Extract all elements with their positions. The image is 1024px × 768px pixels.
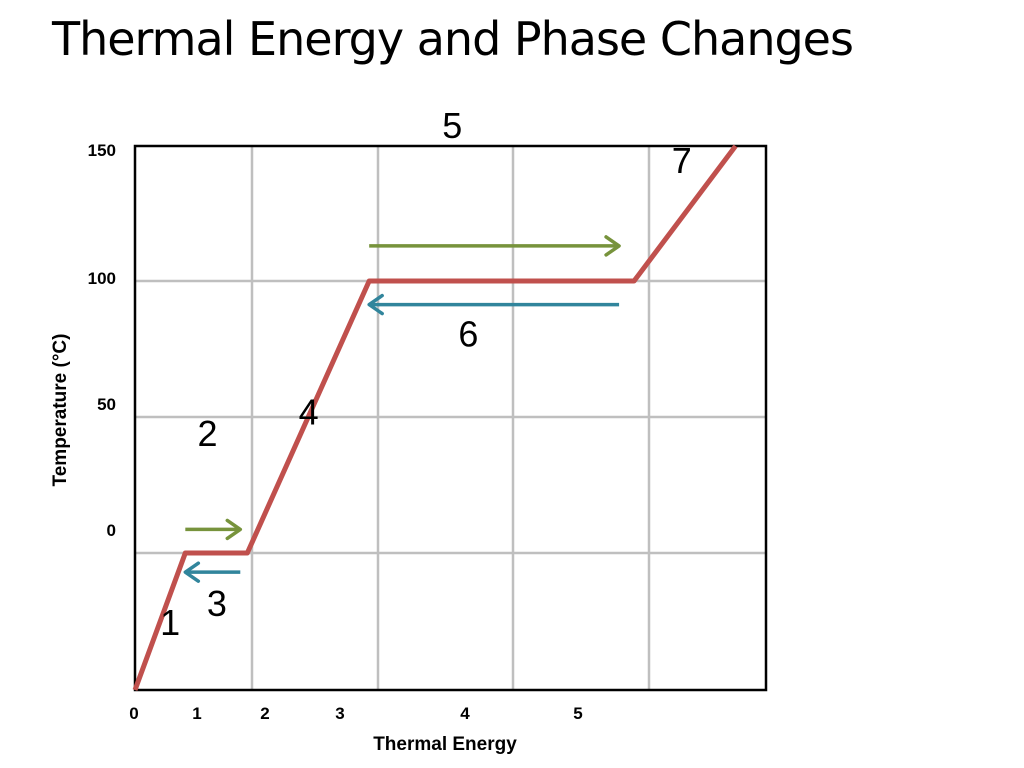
arrow-heating-5 bbox=[369, 235, 621, 257]
x-tick-label: 1 bbox=[192, 704, 201, 723]
segment-label-7: 7 bbox=[672, 140, 692, 181]
segment-label-3: 3 bbox=[207, 583, 227, 624]
y-tick-label: 150 bbox=[88, 141, 116, 160]
segment-label-4: 4 bbox=[299, 391, 319, 432]
x-tick-label: 0 bbox=[129, 704, 138, 723]
segment-label-6: 6 bbox=[458, 313, 478, 354]
chart-frame bbox=[133, 144, 768, 692]
segment-label-5: 5 bbox=[442, 105, 462, 146]
slide-title: Thermal Energy and Phase Changes bbox=[52, 12, 854, 66]
y-tick-label: 0 bbox=[107, 521, 116, 540]
segment-labels: 1 2 3 4 5 6 7 bbox=[160, 105, 692, 643]
x-tick-labels: 0 1 2 3 4 5 bbox=[129, 704, 582, 723]
y-tick-label: 50 bbox=[97, 395, 116, 414]
x-tick-label: 4 bbox=[460, 704, 470, 723]
arrow-heating-2 bbox=[185, 518, 243, 541]
segment-label-1: 1 bbox=[160, 602, 180, 643]
y-tick-labels: 150 100 50 0 bbox=[88, 141, 116, 540]
arrow-cooling-6 bbox=[367, 293, 620, 316]
x-tick-label: 2 bbox=[260, 704, 269, 723]
x-axis-label: Thermal Energy bbox=[373, 734, 517, 755]
segment-label-2: 2 bbox=[198, 413, 218, 454]
x-tick-label: 5 bbox=[573, 704, 582, 723]
x-tick-label: 3 bbox=[335, 704, 344, 723]
y-tick-label: 100 bbox=[88, 269, 116, 288]
phase-arrows bbox=[183, 235, 621, 583]
chart-grid bbox=[135, 146, 766, 690]
y-axis-label: Temperature (°C) bbox=[50, 334, 71, 487]
heating-curve-line bbox=[132, 144, 738, 691]
arrow-cooling-3 bbox=[183, 561, 241, 583]
